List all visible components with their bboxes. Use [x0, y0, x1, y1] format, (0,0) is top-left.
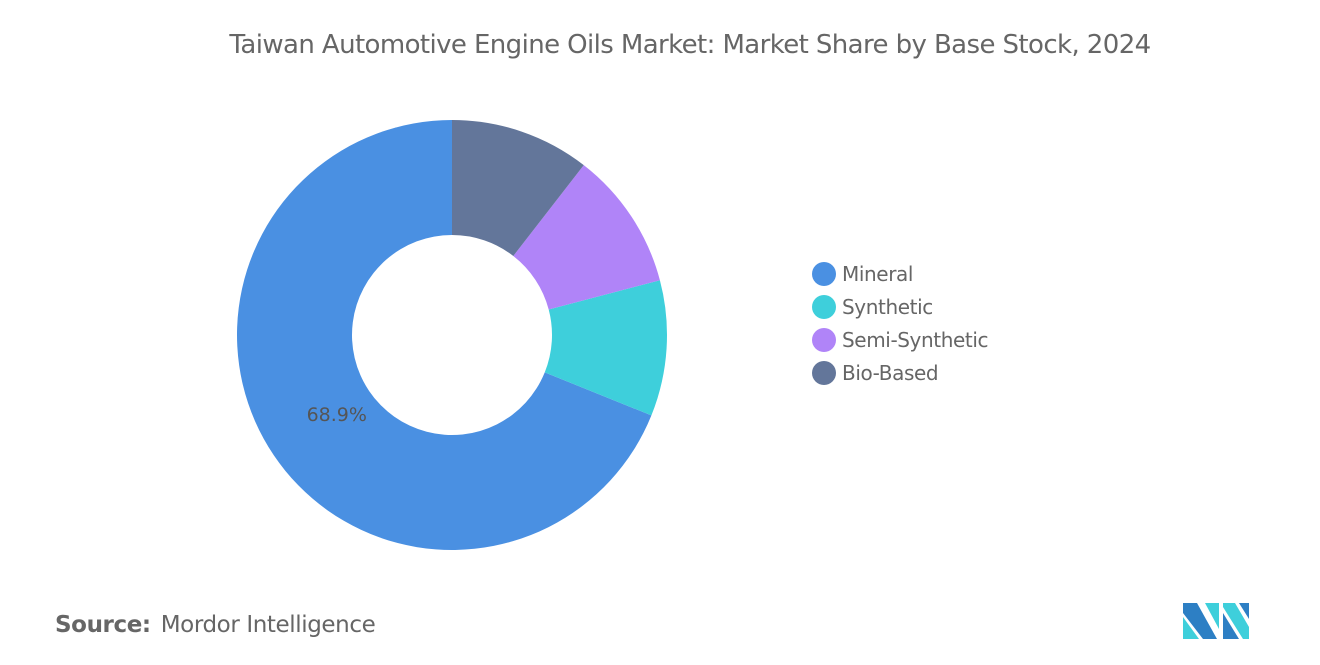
source-label: Source: — [55, 612, 151, 638]
source-note: Source: Mordor Intelligence — [55, 612, 376, 638]
chart-title: Taiwan Automotive Engine Oils Market: Ma… — [229, 30, 1151, 60]
slice-bio-based[interactable] — [452, 120, 584, 256]
slice-semi-synthetic[interactable] — [513, 165, 660, 310]
legend-label: Mineral — [842, 261, 914, 286]
source-value: Mordor Intelligence — [160, 612, 376, 638]
legend-item-synthetic[interactable]: Synthetic — [812, 290, 988, 323]
legend-item-bio-based[interactable]: Bio-Based — [812, 356, 988, 389]
legend-item-semi-synthetic[interactable]: Semi-Synthetic — [812, 323, 988, 356]
legend-marker — [812, 360, 836, 385]
legend-label: Synthetic — [842, 294, 933, 319]
legend-label: Semi-Synthetic — [842, 327, 989, 352]
mordor-logo — [1183, 603, 1249, 639]
slice-mineral[interactable] — [236, 120, 652, 550]
legend-label: Bio-Based — [842, 360, 939, 385]
data-label-mineral: 68.9% — [307, 404, 367, 426]
legend-marker — [812, 294, 836, 319]
legend-item-mineral[interactable]: Mineral — [812, 257, 988, 290]
legend-marker — [812, 327, 836, 352]
slice-synthetic[interactable] — [544, 280, 667, 416]
legend: Mineral Synthetic Semi-Synthetic Bio-Bas… — [812, 257, 988, 389]
legend-marker — [812, 261, 836, 286]
